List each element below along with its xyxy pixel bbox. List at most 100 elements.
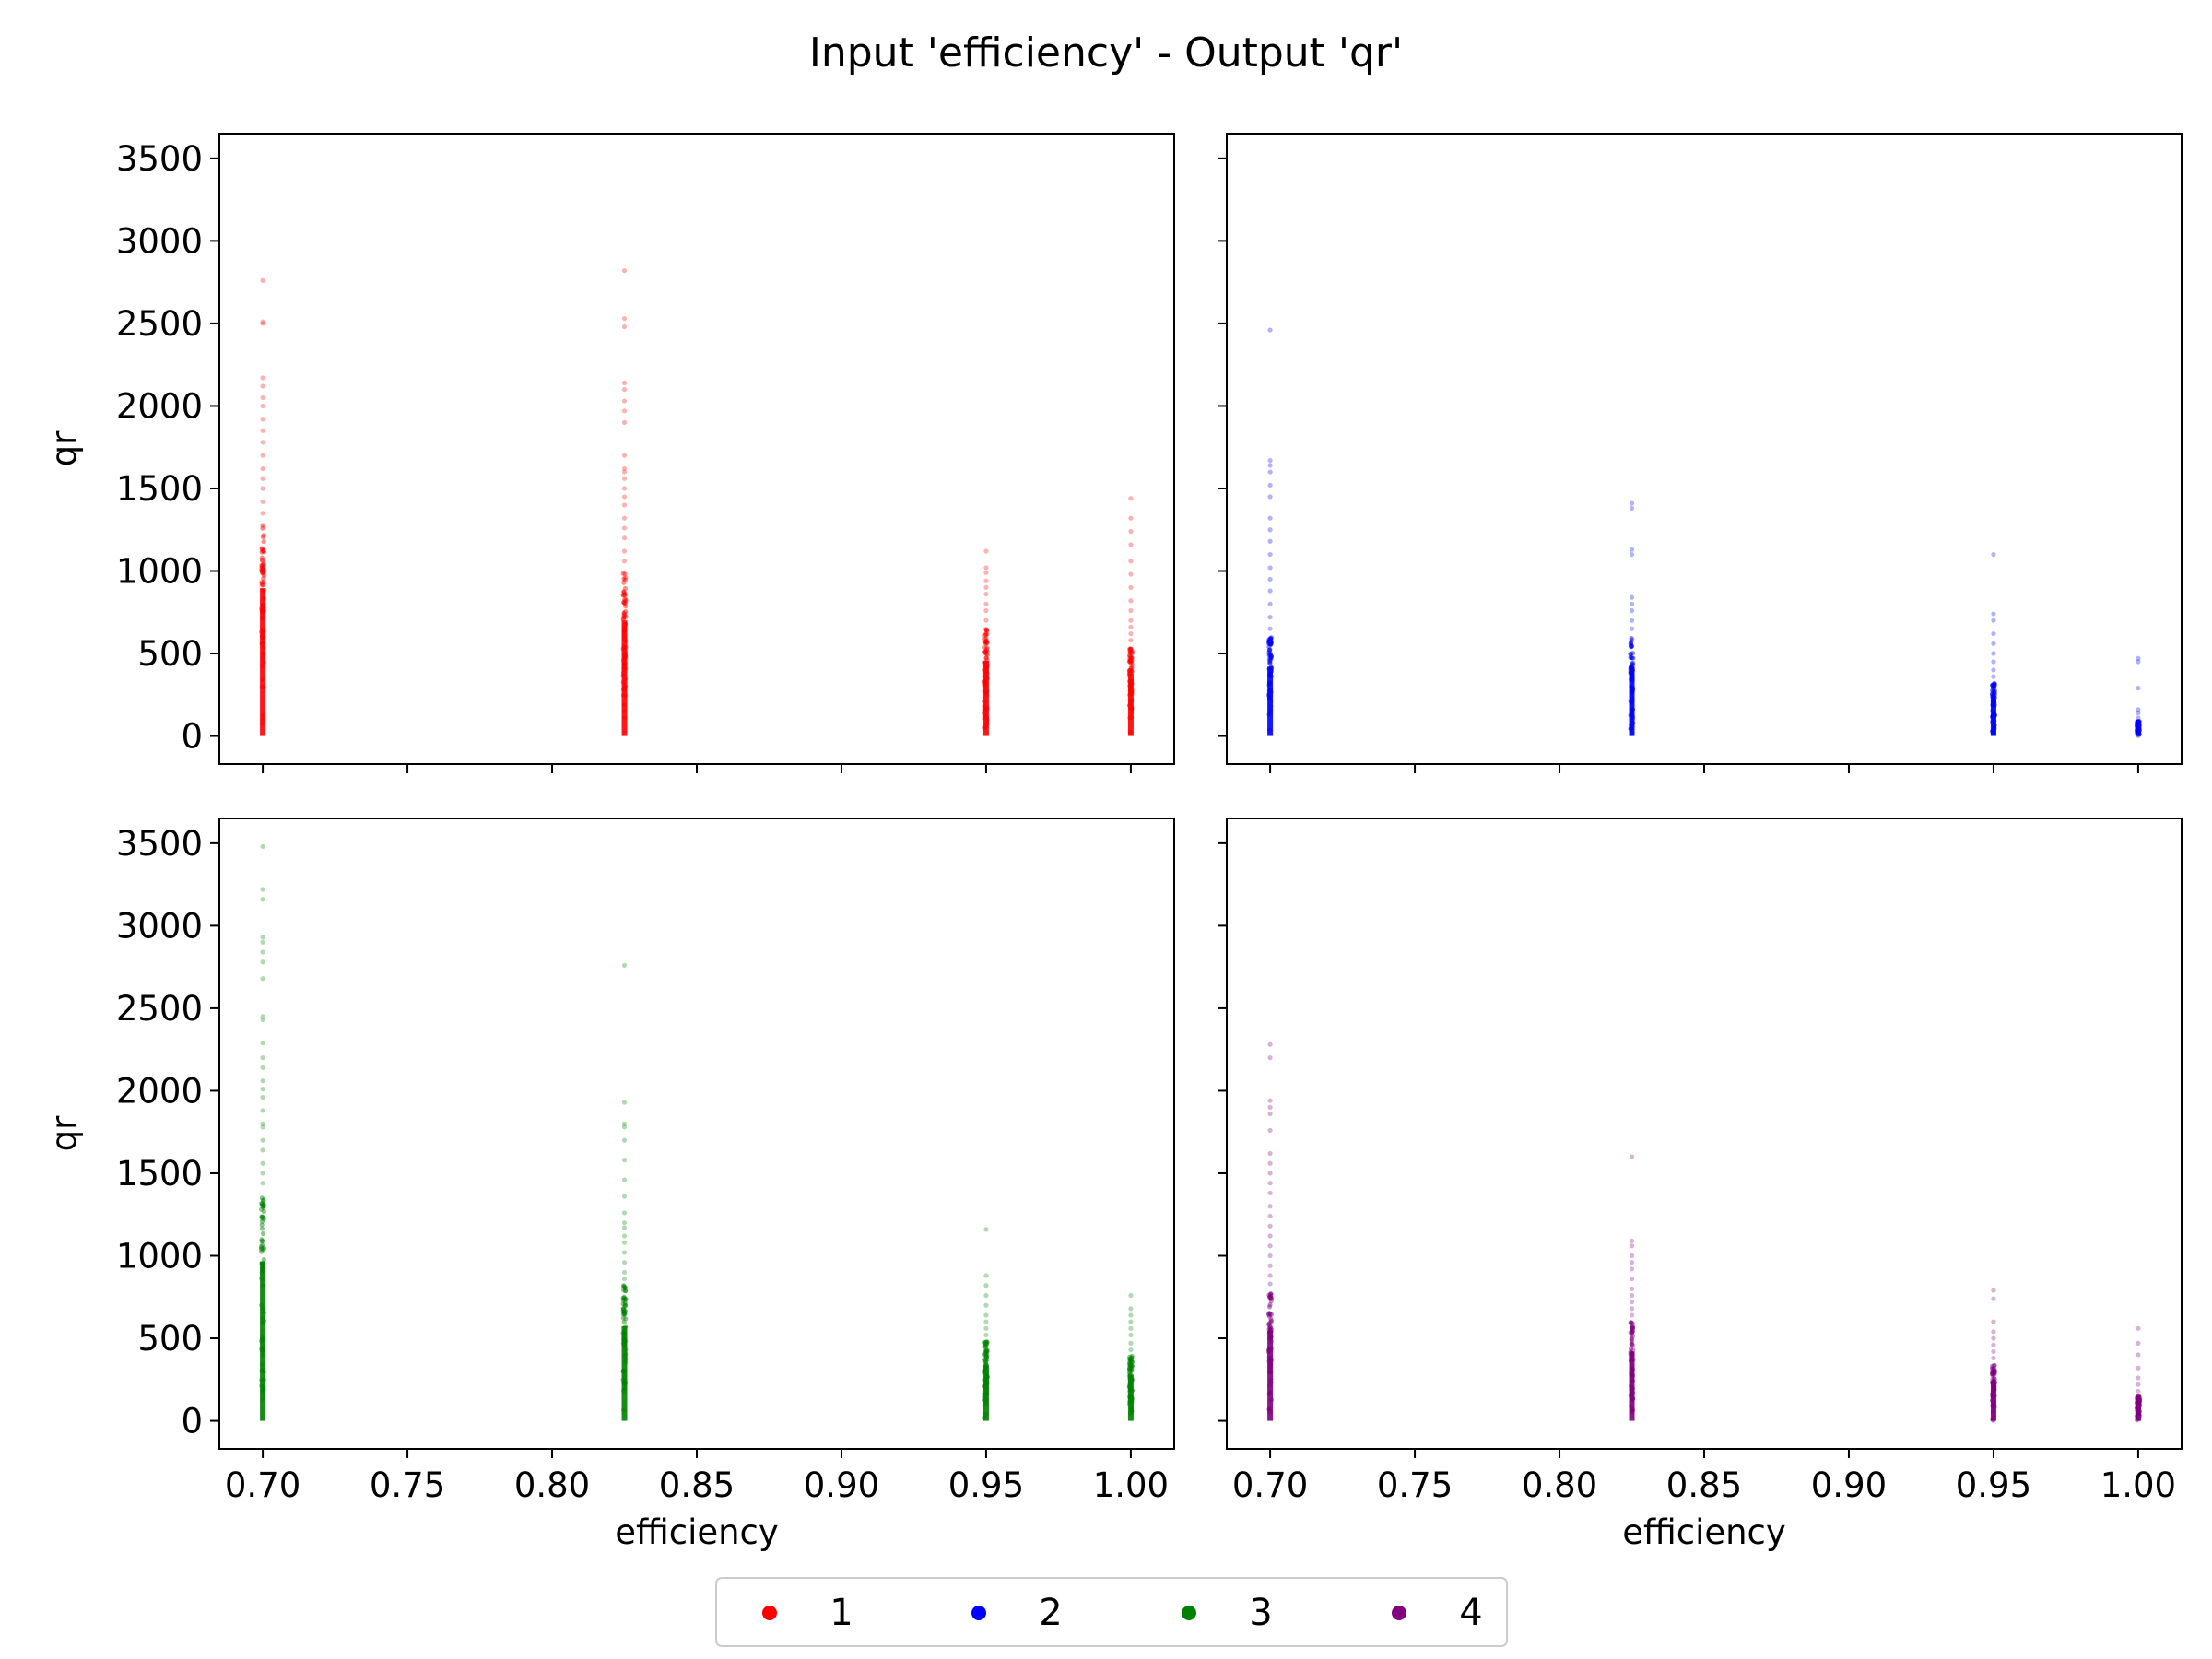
- data-point: [1990, 1363, 1995, 1369]
- data-point: [2136, 719, 2142, 724]
- data-point: [1267, 1223, 1273, 1229]
- data-point: [1127, 1359, 1133, 1365]
- data-point: [259, 565, 265, 571]
- data-point: [260, 1181, 265, 1186]
- data-point: [259, 546, 265, 551]
- data-point: [2136, 1413, 2142, 1418]
- data-point: [260, 1087, 265, 1092]
- data-point: [984, 676, 990, 681]
- x-tick-label: 1.00: [1093, 1465, 1169, 1505]
- data-point: [1266, 1406, 1272, 1412]
- data-point: [621, 593, 627, 598]
- y-tick-label: 2000: [116, 386, 203, 426]
- data-point: [260, 1321, 265, 1326]
- data-point: [260, 1216, 265, 1221]
- data-point: [2136, 722, 2142, 727]
- data-point: [260, 1391, 265, 1396]
- data-point: [261, 1387, 266, 1393]
- y-tick-label: 2500: [116, 304, 203, 344]
- data-point: [259, 1347, 265, 1352]
- data-point: [622, 1352, 628, 1359]
- data-point: [983, 714, 990, 721]
- data-point: [260, 440, 265, 445]
- data-point: [2136, 1411, 2142, 1417]
- dense-band: [1267, 666, 1274, 736]
- data-point: [1628, 1346, 1634, 1352]
- data-point: [1992, 692, 1997, 698]
- data-point: [1629, 1355, 1634, 1360]
- data-point: [1989, 691, 1995, 697]
- data-point: [623, 1288, 629, 1294]
- data-point: [261, 1282, 266, 1288]
- data-point: [1129, 1395, 1135, 1401]
- data-point: [621, 268, 628, 274]
- data-point: [1267, 1365, 1273, 1371]
- data-point: [1268, 653, 1274, 658]
- data-point: [260, 1078, 265, 1084]
- data-point: [622, 1311, 628, 1317]
- data-point: [622, 585, 629, 592]
- data-point: [1628, 670, 1633, 676]
- data-point: [622, 1386, 628, 1392]
- data-point: [983, 548, 989, 554]
- data-point: [1991, 698, 1997, 703]
- data-point: [2136, 1401, 2141, 1406]
- data-point: [1127, 658, 1133, 664]
- dense-band: [1990, 1381, 1996, 1421]
- data-point: [1992, 718, 1997, 724]
- data-point: [983, 651, 989, 657]
- data-point: [1267, 696, 1273, 701]
- data-point: [983, 628, 990, 633]
- y-tick-label: 2000: [116, 1071, 203, 1111]
- data-point: [621, 1295, 627, 1300]
- data-point: [1266, 666, 1272, 672]
- data-point: [260, 375, 265, 381]
- data-point: [1991, 1379, 1996, 1385]
- data-point: [1266, 1330, 1273, 1336]
- data-point: [1991, 686, 1996, 691]
- data-point: [982, 1343, 988, 1348]
- data-point: [621, 315, 628, 322]
- data-point: [620, 1298, 626, 1303]
- data-point: [2135, 1413, 2140, 1418]
- data-point: [983, 1273, 989, 1278]
- data-point: [1266, 1322, 1272, 1328]
- data-point: [2136, 659, 2141, 665]
- data-point: [1128, 688, 1134, 694]
- data-point: [620, 592, 626, 598]
- data-point: [2136, 725, 2142, 731]
- data-point: [982, 715, 988, 722]
- data-point: [984, 1374, 990, 1380]
- data-point: [1129, 1406, 1135, 1411]
- data-point: [261, 685, 266, 690]
- data-point: [1991, 651, 1996, 656]
- data-point: [984, 1375, 990, 1381]
- data-point: [1267, 1273, 1273, 1278]
- data-point: [1267, 538, 1273, 544]
- data-point: [260, 564, 265, 570]
- data-point: [1128, 1312, 1134, 1318]
- data-point: [1127, 1395, 1133, 1401]
- data-point: [622, 1303, 628, 1309]
- data-point: [1991, 1387, 1996, 1393]
- data-point: [1628, 725, 1633, 731]
- data-point: [1628, 651, 1633, 657]
- data-point: [1266, 638, 1272, 643]
- data-point: [1127, 647, 1133, 653]
- data-point: [259, 1265, 265, 1271]
- data-point: [1992, 1386, 1997, 1392]
- x-axis-label: efficiency: [1622, 1512, 1786, 1552]
- data-point: [1991, 691, 1996, 697]
- data-point: [260, 1315, 265, 1321]
- data-point: [1992, 1371, 1997, 1376]
- data-point: [1991, 1405, 1996, 1410]
- data-point: [259, 1214, 265, 1219]
- data-point: [621, 636, 627, 641]
- data-point: [983, 1397, 989, 1403]
- data-point: [1989, 1380, 1995, 1385]
- data-point: [1990, 1391, 1995, 1396]
- data-point: [1990, 1366, 1995, 1371]
- data-point: [1127, 683, 1133, 688]
- dense-band: [2135, 1403, 2141, 1421]
- data-point: [260, 1065, 265, 1070]
